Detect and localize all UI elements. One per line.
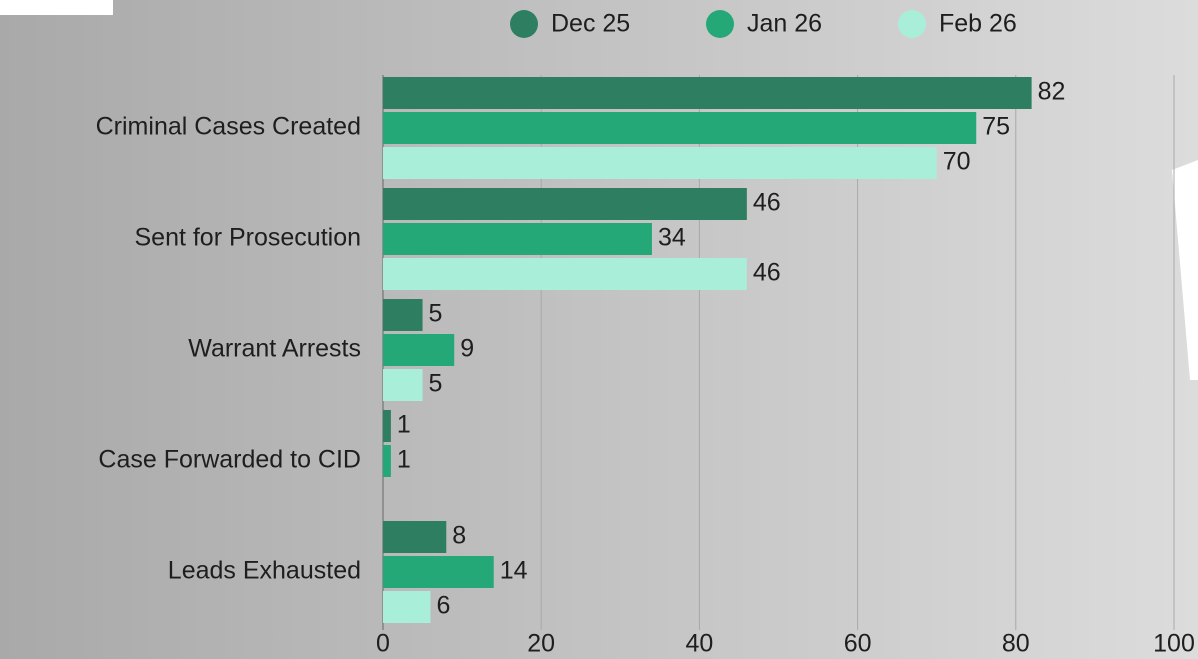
bar bbox=[383, 369, 423, 401]
bar bbox=[383, 591, 431, 623]
value-label: 46 bbox=[753, 259, 781, 287]
bar bbox=[383, 521, 447, 553]
y-tick-label: Sent for Prosecution bbox=[134, 224, 361, 252]
value-label: 82 bbox=[1038, 78, 1066, 106]
value-label: 6 bbox=[436, 592, 450, 620]
value-label: 14 bbox=[500, 557, 528, 585]
decoration bbox=[0, 0, 113, 15]
bar bbox=[383, 445, 391, 477]
value-label: 46 bbox=[753, 189, 781, 217]
y-tick-label: Warrant Arrests bbox=[188, 335, 361, 363]
bar bbox=[383, 188, 747, 220]
x-tick-label: 20 bbox=[527, 630, 555, 658]
legend-label: Dec 25 bbox=[551, 10, 630, 38]
value-label: 5 bbox=[429, 300, 443, 328]
x-tick-label: 100 bbox=[1153, 630, 1195, 658]
value-label: 8 bbox=[452, 522, 466, 550]
x-tick-label: 60 bbox=[844, 630, 872, 658]
value-label: 5 bbox=[429, 370, 443, 398]
bar bbox=[383, 223, 652, 255]
bar bbox=[383, 556, 494, 588]
bar bbox=[383, 112, 977, 144]
y-tick-label: Leads Exhausted bbox=[168, 557, 361, 585]
legend-label: Feb 26 bbox=[939, 10, 1017, 38]
bar bbox=[383, 77, 1032, 109]
decoration bbox=[1172, 160, 1198, 380]
bar bbox=[383, 299, 423, 331]
legend-swatch bbox=[706, 10, 734, 38]
y-tick-label: Case Forwarded to CID bbox=[98, 446, 361, 474]
value-label: 70 bbox=[943, 148, 971, 176]
y-tick-label: Criminal Cases Created bbox=[96, 113, 361, 141]
x-tick-label: 40 bbox=[685, 630, 713, 658]
value-label: 34 bbox=[658, 224, 686, 252]
bar bbox=[383, 334, 455, 366]
value-label: 1 bbox=[397, 411, 411, 439]
legend-swatch bbox=[510, 10, 538, 38]
bar bbox=[383, 147, 937, 179]
bar bbox=[383, 258, 747, 290]
bar bbox=[383, 410, 391, 442]
legend-swatch bbox=[898, 10, 926, 38]
value-label: 1 bbox=[397, 446, 411, 474]
legend-label: Jan 26 bbox=[747, 10, 822, 38]
x-tick-label: 80 bbox=[1002, 630, 1030, 658]
value-label: 9 bbox=[460, 335, 474, 363]
value-label: 75 bbox=[982, 113, 1010, 141]
x-tick-label: 0 bbox=[376, 630, 390, 658]
